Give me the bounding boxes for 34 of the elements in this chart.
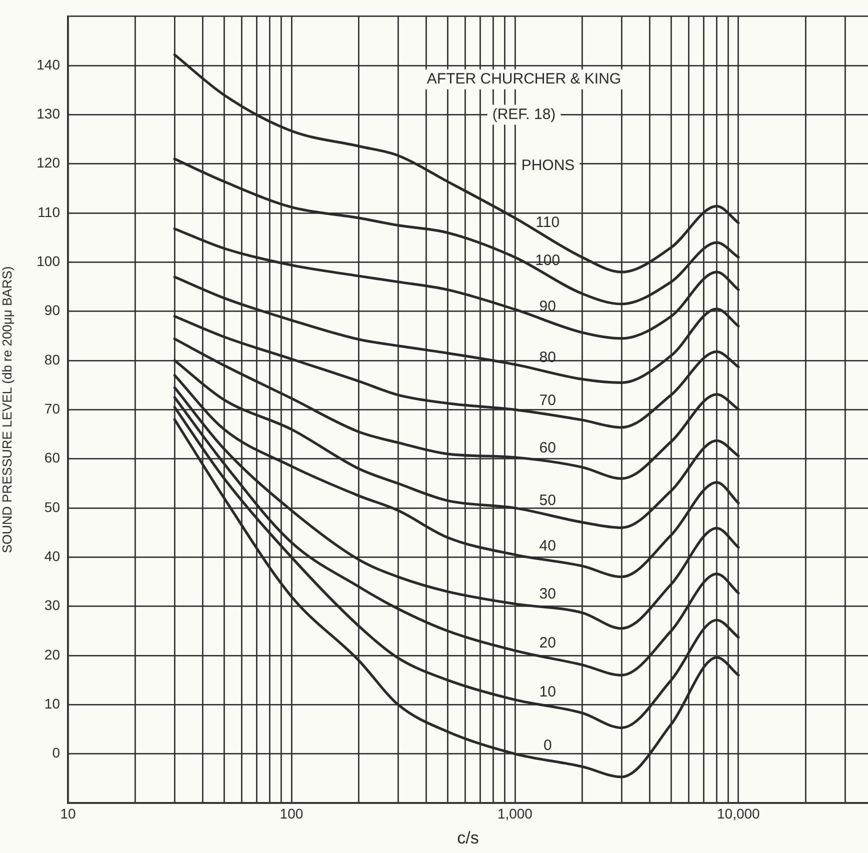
series-label: 90 [539,298,556,315]
y-tick-label: 140 [36,56,60,72]
series-label: 20 [539,634,556,652]
y-tick-label: 10 [44,696,60,712]
y-tick-label: 110 [38,204,60,220]
x-tick-label: 1,000 [497,805,533,822]
y-tick-label: 20 [44,646,60,662]
annotation: AFTER CHURCHER & KING [426,70,622,88]
x-tick-label: 10,000 [717,805,760,822]
y-tick-label: 40 [44,548,60,564]
y-tick-label: 30 [44,597,60,614]
y-tick-label: 0 [52,744,60,761]
y-tick-label: 120 [36,154,60,171]
y-tick-label: 130 [36,106,60,122]
y-axis-title: SOUND PRESSURE LEVEL (db re 200μμ BARS) [0,266,14,554]
series-label: 0 [543,737,552,754]
annotation: (REF. 18) [492,106,556,123]
series-label: 60 [539,439,556,456]
x-tick-label: 10 [60,805,76,822]
series-label: 30 [539,585,556,602]
y-tick-label: 90 [44,302,60,318]
series-label: 40 [539,537,556,554]
series-label: 70 [539,392,556,409]
series-label: 50 [539,492,556,510]
series-label: 110 [536,214,560,232]
series-label: 10 [539,683,556,700]
y-tick-label: 50 [44,498,60,515]
y-tick-label: 100 [36,253,60,270]
y-tick-label: 80 [44,351,60,368]
y-tick-label: 60 [44,450,60,466]
x-axis-title: c/s [457,828,479,848]
y-tick-label: 70 [44,400,60,417]
x-tick-label: 100 [280,805,304,822]
annotation: PHONS [521,156,575,174]
